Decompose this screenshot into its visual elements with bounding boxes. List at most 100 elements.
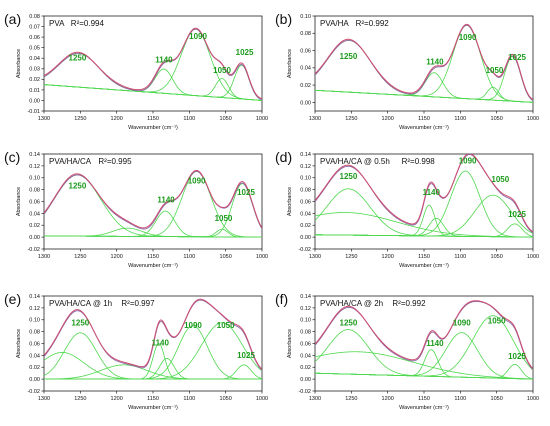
peak-label-1090: 1090: [459, 157, 477, 166]
y-tick-label: 0.10: [29, 318, 40, 324]
y-tick-label: 0.12: [29, 164, 40, 170]
sample-title: PVA/HA: [320, 19, 349, 28]
y-tick-label: 0.14: [300, 294, 311, 300]
y-tick-label: 0.02: [29, 223, 40, 229]
y-axis-label: Absorbance: [287, 49, 293, 78]
x-tick-label: 1200: [382, 396, 394, 402]
y-tick-label: -0.02: [27, 247, 40, 253]
x-tick-label: 1300: [38, 254, 50, 260]
x-tick-label: 1300: [309, 396, 321, 402]
x-tick-label: 1200: [111, 254, 123, 260]
y-tick-label: 0.00: [300, 235, 311, 241]
y-tick-label: 0.06: [29, 341, 40, 347]
panel-b: 1300 1250 1200 1150 1100 1050 1000 0.00 0.02 0.04…: [275, 11, 539, 131]
peak-label-1140: 1140: [423, 188, 441, 197]
x-tick-label: 1000: [527, 254, 539, 260]
r-squared-label: R²=0.994: [71, 19, 105, 28]
x-tick-label: 1000: [527, 396, 539, 402]
y-tick-label: 0.14: [29, 294, 40, 300]
component-curve-1025: [315, 363, 533, 380]
y-tick-label: 0.12: [300, 306, 311, 312]
x-tick-label: 1150: [418, 116, 430, 122]
sample-title: PVA/HA/CA: [49, 157, 92, 166]
y-tick-label: 0.03: [29, 67, 40, 73]
peak-label-1050: 1050: [491, 175, 509, 184]
panel-letter: (f): [275, 291, 288, 307]
experimental-curve: [44, 298, 262, 370]
plot-area: [44, 298, 262, 380]
r-squared-label: R²=0.992: [356, 19, 390, 28]
x-tick-label: 1300: [309, 116, 321, 122]
x-tick-label: 1000: [256, 254, 268, 260]
peak-label-1050: 1050: [488, 316, 506, 325]
y-tick-label: 0.06: [300, 199, 311, 205]
y-tick-label: 0.06: [300, 48, 311, 54]
x-tick-label: 1100: [183, 116, 195, 122]
x-tick-label: 1000: [256, 396, 268, 402]
component-curve-1050: [44, 322, 262, 380]
peak-label-1025: 1025: [237, 188, 255, 197]
y-tick-label: 0.08: [29, 14, 40, 20]
x-tick-label: 1250: [345, 116, 357, 122]
component-curve-aux4: [44, 357, 262, 380]
x-tick-label: 1050: [491, 116, 503, 122]
x-tick-label: 1050: [491, 254, 503, 260]
fit-curve: [44, 299, 262, 371]
plot-area: [315, 154, 533, 238]
x-tick-label: 1100: [183, 396, 195, 402]
y-tick-label: 0.04: [300, 211, 311, 217]
y-tick-label: 0.12: [300, 164, 311, 170]
component-curve-1090: [315, 24, 533, 103]
baseline-curve: [315, 89, 533, 103]
experimental-curve: [44, 169, 262, 229]
y-tick-label: 0.04: [300, 66, 311, 72]
y-tick-label: 0.10: [300, 176, 311, 182]
peak-label-1025: 1025: [237, 351, 255, 360]
y-tick-label: -0.02: [298, 247, 311, 253]
r-squared-label: R²=0.992: [392, 299, 426, 308]
peak-label-1250: 1250: [340, 319, 358, 328]
experimental-curve: [44, 27, 262, 100]
plot-area: [315, 23, 533, 103]
panel-a: 1300 1250 1200 1150 1100 1050 1000 -0.01 0.00 0.0…: [4, 11, 268, 131]
y-tick-label: 0.14: [29, 152, 40, 158]
peak-label-1250: 1250: [69, 53, 87, 62]
y-tick-label: 0.10: [300, 14, 311, 20]
y-tick-label: 0.00: [300, 100, 311, 106]
y-tick-label: 0.07: [29, 24, 40, 30]
sample-title: PVA/HA/CA @ 1h: [49, 299, 112, 308]
plot-area: [44, 27, 262, 101]
baseline-curve: [315, 372, 533, 380]
sample-title: PVA/HA/CA @ 0.5h: [320, 157, 390, 166]
y-tick-label: 0.06: [29, 199, 40, 205]
component-curve-aux3: [315, 217, 533, 238]
peak-label-1140: 1140: [155, 55, 173, 64]
y-axis-label: Absorbance: [16, 49, 22, 78]
peak-label-1090: 1090: [184, 321, 202, 330]
x-axis-label: Wavenumber (cm⁻¹): [399, 125, 449, 131]
y-axis-label: Absorbance: [287, 187, 293, 216]
x-tick-label: 1150: [418, 396, 430, 402]
x-axis-label: Wavenumber (cm⁻¹): [128, 125, 178, 131]
peak-label-1025: 1025: [508, 210, 526, 219]
peak-label-1050: 1050: [215, 214, 233, 223]
baseline-curve: [44, 235, 262, 238]
x-tick-label: 1150: [147, 396, 159, 402]
x-tick-label: 1000: [256, 116, 268, 122]
peak-label-1025: 1025: [508, 352, 526, 361]
plot-area: [44, 169, 262, 238]
peak-label-1250: 1250: [340, 52, 358, 61]
x-tick-label: 1150: [418, 254, 430, 260]
y-tick-label: 0.05: [29, 46, 40, 52]
component-curve-1025: [44, 183, 262, 238]
r-squared-label: R²=0.997: [121, 299, 155, 308]
y-tick-label: 0.02: [300, 365, 311, 371]
y-tick-label: 0.00: [29, 235, 40, 241]
x-tick-label: 1200: [111, 116, 123, 122]
fit-curve: [44, 170, 262, 230]
x-tick-label: 1100: [454, 254, 466, 260]
component-curve-1140: [315, 204, 533, 238]
y-axis-label: Absorbance: [16, 329, 22, 358]
sample-title: PVA: [49, 19, 65, 28]
panel-letter: (e): [4, 291, 21, 307]
